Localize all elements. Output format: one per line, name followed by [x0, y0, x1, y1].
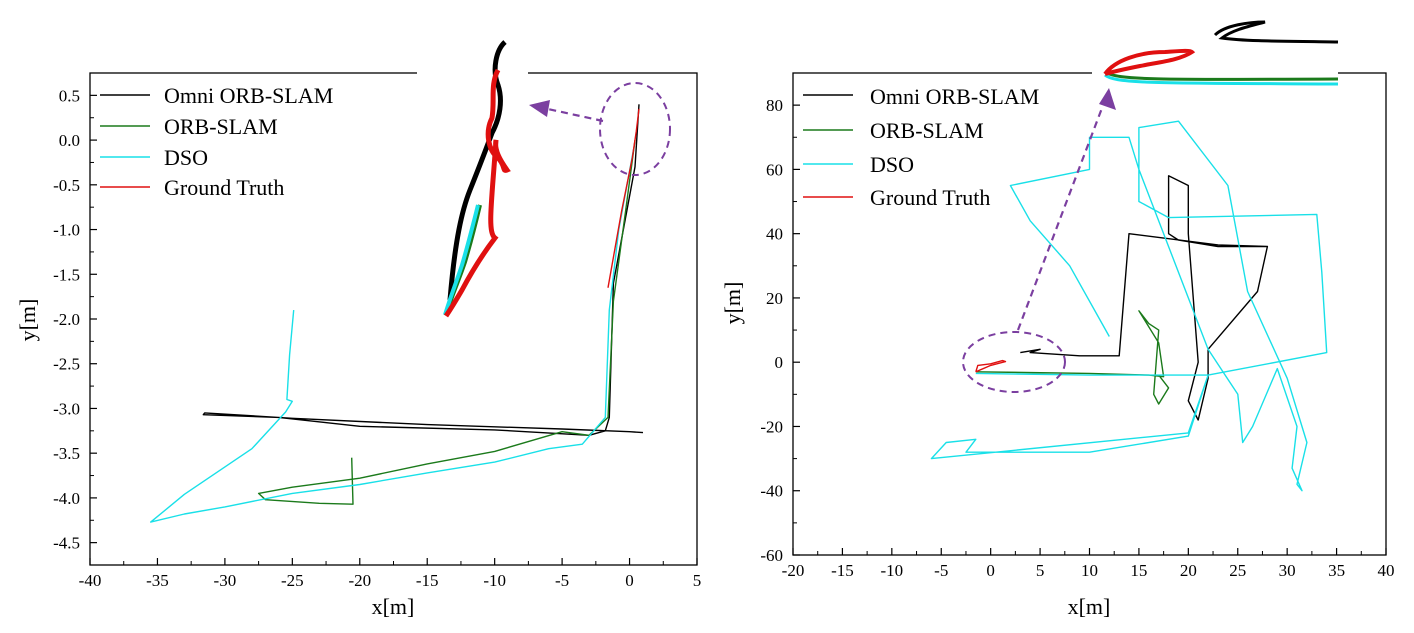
right-zoom-callout — [962, 88, 1116, 393]
left-omni-orb-slam-series-line — [202, 104, 644, 436]
inset-ground-truth-line — [443, 68, 511, 318]
right-x-tick-label: 40 — [1378, 561, 1395, 580]
left-y-tick-label: 0.5 — [59, 86, 80, 105]
right-y-axis-title: y[m] — [720, 282, 745, 325]
right-legend-label-gt: Ground Truth — [870, 185, 990, 210]
right-legend: Omni ORB-SLAM ORB-SLAM DSO Ground Truth — [803, 84, 1039, 210]
left-y-tick-label: 0.0 — [59, 131, 80, 150]
left-zoom-callout — [529, 82, 671, 176]
right-series-group — [930, 120, 1328, 492]
left-zoom-arrow-head — [529, 100, 550, 117]
right-x-tick-label: 25 — [1229, 561, 1246, 580]
left-legend-label-omni: Omni ORB-SLAM — [164, 83, 333, 108]
right-x-tick-label: -10 — [880, 561, 903, 580]
left-y-tick-label: -0.5 — [53, 176, 80, 195]
left-y-tick-label: -3.5 — [53, 444, 80, 463]
right-y-tick-label: 60 — [766, 160, 783, 179]
left-zoom-ellipse — [599, 82, 671, 176]
inset-omni-orb-slam-line — [1213, 20, 1339, 44]
right-x-tick-label: 20 — [1180, 561, 1197, 580]
left-legend-label-orb: ORB-SLAM — [164, 114, 278, 139]
inset-ground-truth-line — [1103, 48, 1196, 76]
left-series-group — [150, 104, 644, 523]
right-x-tick-label: -20 — [782, 561, 805, 580]
left-x-tick-label: -5 — [555, 571, 569, 590]
right-y-tick-label: 80 — [766, 96, 783, 115]
right-x-axis-title: x[m] — [1068, 594, 1111, 619]
right-y-tick-label: 0 — [775, 353, 784, 372]
right-legend-label-dso: DSO — [870, 152, 914, 177]
right-zoom-inset — [1103, 20, 1339, 86]
left-y-tick-label: -4.5 — [53, 534, 80, 553]
left-legend: Omni ORB-SLAM ORB-SLAM DSO Ground Truth — [100, 83, 333, 200]
left-x-tick-label: 5 — [693, 571, 702, 590]
left-ground-truth-series-line — [607, 108, 640, 288]
inset-dso-line — [443, 204, 480, 316]
left-x-tick-label: -30 — [214, 571, 237, 590]
right-y-tick-label: 40 — [766, 225, 783, 244]
right-x-tick-label: -5 — [934, 561, 948, 580]
left-dso-series-line — [150, 148, 635, 523]
left-x-tick-label: -40 — [79, 571, 102, 590]
right-zoom-arrow-head — [1099, 88, 1116, 110]
left-y-tick-label: -3.0 — [53, 399, 80, 418]
right-omni-orb-slam-series-line — [1020, 175, 1269, 421]
right-orb-slam-series-line — [975, 310, 1170, 405]
right-axis-ticks: -20 -15 -10 -5 0 5 10 15 20 25 30 35 40806040200-20-… — [760, 96, 1394, 580]
left-axis-ticks: -40 -35 -30 -25 -20 -15 -10 -5 0 5 0.5 0.0 -0.5 -1.0 -… — [53, 86, 701, 590]
left-legend-label-gt: Ground Truth — [164, 175, 284, 200]
right-y-tick-label: 20 — [766, 289, 783, 308]
left-x-tick-label: 0 — [625, 571, 634, 590]
left-x-tick-label: -20 — [348, 571, 371, 590]
right-chart: -20 -15 -10 -5 0 5 10 15 20 25 30 35 40806040200-20-… — [720, 20, 1395, 619]
left-zoom-arrow-line — [547, 107, 604, 123]
right-legend-label-orb: ORB-SLAM — [870, 118, 984, 143]
left-y-tick-label: -2.5 — [53, 355, 80, 374]
right-zoom-ellipse — [962, 331, 1066, 393]
right-ground-truth-series-line — [975, 359, 1007, 373]
left-x-tick-label: -15 — [416, 571, 439, 590]
left-y-tick-label: -4.0 — [53, 489, 80, 508]
left-x-tick-label: -35 — [146, 571, 169, 590]
right-x-tick-label: 15 — [1130, 561, 1147, 580]
left-y-tick-label: -1.0 — [53, 221, 80, 240]
inset-orb-slam-line — [1105, 70, 1339, 81]
left-y-tick-label: -1.5 — [53, 265, 80, 284]
right-x-tick-label: 5 — [1036, 561, 1045, 580]
right-x-tick-label: 0 — [986, 561, 995, 580]
right-x-tick-label: 30 — [1279, 561, 1296, 580]
left-y-axis-title: y[m] — [15, 299, 40, 342]
left-orb-slam-series-line — [257, 140, 636, 505]
right-y-tick-label: -20 — [760, 417, 783, 436]
right-zoom-arrow-line — [1016, 107, 1104, 331]
left-x-tick-label: -10 — [483, 571, 506, 590]
right-y-tick-label: -40 — [760, 482, 783, 501]
right-x-tick-label: 35 — [1328, 561, 1345, 580]
left-zoom-inset — [443, 40, 511, 318]
right-dso-series-line — [930, 120, 1328, 492]
left-legend-label-dso: DSO — [164, 145, 208, 170]
right-x-tick-label: 10 — [1081, 561, 1098, 580]
left-y-tick-label: -2.0 — [53, 310, 80, 329]
left-x-tick-label: -25 — [281, 571, 304, 590]
left-chart: -40 -35 -30 -25 -20 -15 -10 -5 0 5 0.5 0.0 -0.5 -1.0 -… — [15, 40, 701, 619]
right-y-tick-label: -60 — [760, 546, 783, 565]
right-legend-label-omni: Omni ORB-SLAM — [870, 84, 1039, 109]
inset-dso-line — [1103, 73, 1339, 86]
left-x-axis-title: x[m] — [372, 594, 415, 619]
right-x-tick-label: -15 — [831, 561, 854, 580]
